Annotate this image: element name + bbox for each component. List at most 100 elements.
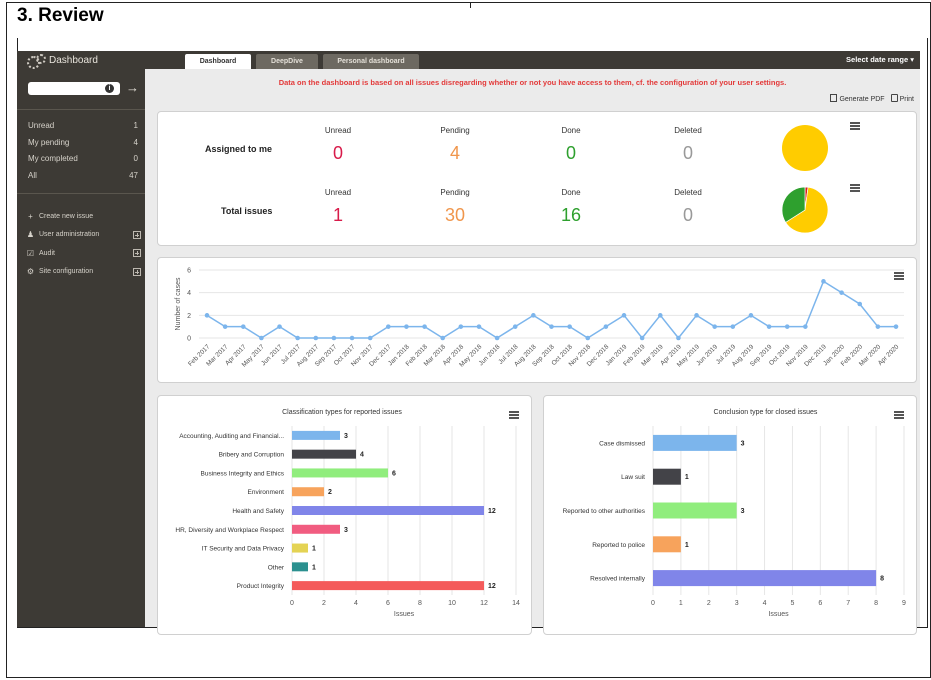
data-point bbox=[331, 335, 337, 341]
cases-line-chart-card: 0 2 4 6 Number of cases Feb 2017 Mar 2017 Apr 2… bbox=[157, 257, 917, 383]
sidebar-item-create-new-issue[interactable]: + Create new issue bbox=[26, 207, 141, 226]
sidebar-count-label: My pending bbox=[28, 137, 70, 147]
stat-value: 0 bbox=[565, 143, 576, 163]
stat-label: Deleted bbox=[674, 188, 702, 197]
data-point bbox=[512, 324, 518, 329]
expand-icon[interactable] bbox=[133, 230, 141, 239]
x-tick-label: 14 bbox=[512, 600, 520, 607]
x-tick-label: 2 bbox=[322, 600, 326, 607]
sidebar-count-all[interactable]: All 47 bbox=[28, 171, 138, 188]
data-point bbox=[639, 335, 645, 341]
print-button[interactable]: Print bbox=[890, 94, 914, 103]
sidebar-item-label: User administration bbox=[39, 231, 100, 239]
stat-value: 16 bbox=[560, 205, 582, 225]
sidebar-title: Dashboard bbox=[49, 54, 98, 66]
bar bbox=[292, 581, 484, 591]
data-point bbox=[277, 324, 282, 329]
menu-icon[interactable] bbox=[894, 411, 904, 419]
sidebar-item-audit[interactable]: ☑ Audit bbox=[26, 244, 141, 263]
data-label: 1 bbox=[312, 564, 316, 571]
gear-icon: ⚙ bbox=[26, 267, 35, 277]
menu-icon[interactable] bbox=[850, 122, 860, 130]
data-label: 12 bbox=[488, 583, 496, 590]
sidebar-divider bbox=[17, 193, 145, 194]
bar bbox=[292, 468, 388, 478]
category-label: Environment bbox=[248, 489, 285, 496]
generate-pdf-button[interactable]: Generate PDF bbox=[830, 94, 885, 103]
top-bar: Dashboard DeepDive Personal dashboard Se… bbox=[145, 51, 920, 69]
sidebar: Dashboard i → Unread 1 My pending 4 My compl… bbox=[17, 51, 145, 627]
section-title: 3. Review bbox=[17, 5, 104, 26]
data-point bbox=[494, 335, 500, 341]
pie-chart-assigned[interactable] bbox=[781, 124, 829, 172]
sidebar-count-my-pending[interactable]: My pending 4 bbox=[28, 138, 138, 155]
bar bbox=[292, 543, 308, 553]
date-range-select[interactable]: Select date range ▾ bbox=[846, 55, 914, 64]
sidebar-count-unread[interactable]: Unread 1 bbox=[28, 121, 138, 138]
sidebar-count-value: 1 bbox=[133, 121, 138, 130]
category-label: Resolved internally bbox=[590, 576, 646, 583]
generate-pdf-label: Generate PDF bbox=[839, 96, 885, 103]
bar bbox=[292, 562, 308, 572]
sidebar-count-my-completed[interactable]: My completed 0 bbox=[28, 154, 138, 171]
data-label: 12 bbox=[488, 508, 496, 515]
data-label: 1 bbox=[685, 542, 689, 549]
data-point bbox=[440, 335, 446, 341]
data-point bbox=[458, 324, 464, 329]
data-point bbox=[857, 301, 863, 307]
data-point bbox=[567, 324, 572, 329]
category-label: Accounting, Auditing and Financial... bbox=[179, 433, 284, 440]
stat-value: 4 bbox=[449, 143, 460, 163]
menu-icon[interactable] bbox=[894, 272, 904, 280]
x-tick-label: 4 bbox=[354, 600, 358, 607]
tab-personal-dashboard[interactable]: Personal dashboard bbox=[323, 54, 419, 69]
category-label: Case dismissed bbox=[599, 440, 645, 447]
menu-icon[interactable] bbox=[509, 411, 519, 419]
info-icon[interactable]: i bbox=[105, 84, 114, 93]
data-point bbox=[603, 324, 609, 329]
category-label: HR, Diversity and Workplace Respect bbox=[175, 527, 284, 534]
data-label: 8 bbox=[880, 576, 884, 583]
data-point bbox=[821, 279, 826, 284]
sidebar-item-label: Site configuration bbox=[39, 268, 94, 276]
data-label: 2 bbox=[328, 489, 332, 496]
search-input[interactable]: i bbox=[28, 82, 120, 95]
data-point bbox=[730, 324, 736, 329]
sidebar-header[interactable]: Dashboard bbox=[17, 51, 145, 69]
data-point bbox=[875, 324, 881, 329]
print-label: Print bbox=[899, 96, 914, 103]
x-axis-label: Issues bbox=[768, 611, 789, 618]
x-tick-label: 10 bbox=[448, 600, 456, 607]
series-line bbox=[206, 280, 896, 340]
expand-icon[interactable] bbox=[133, 267, 141, 276]
data-point bbox=[259, 335, 264, 341]
bar bbox=[292, 524, 340, 534]
user-icon: ♟ bbox=[26, 230, 35, 240]
category-label: Health and Safety bbox=[232, 508, 284, 515]
expand-icon[interactable] bbox=[133, 249, 141, 258]
data-label: 3 bbox=[344, 527, 348, 534]
sidebar-item-site-configuration[interactable]: ⚙ Site configuration bbox=[26, 263, 141, 282]
chart-title: Classification types for reported issues bbox=[282, 409, 402, 416]
data-point bbox=[349, 335, 355, 341]
gears-icon bbox=[27, 54, 46, 69]
stat-label: Unread bbox=[324, 188, 352, 197]
main-content: Data on the dashboard is based on all is… bbox=[145, 69, 920, 635]
tab-dashboard[interactable]: Dashboard bbox=[185, 54, 251, 69]
summary-card: Assigned to me Total issues Unread Pendi… bbox=[157, 111, 917, 246]
pie-chart-total[interactable] bbox=[781, 186, 829, 234]
data-label: 6 bbox=[392, 470, 396, 477]
classification-bar-chart: Classification types for reported issues… bbox=[175, 409, 520, 618]
data-label: 4 bbox=[360, 452, 364, 459]
menu-icon[interactable] bbox=[850, 184, 860, 192]
x-tick-label: 0 bbox=[290, 600, 294, 607]
pie-slice bbox=[785, 186, 829, 234]
x-tick-label: 3 bbox=[735, 600, 739, 607]
arrow-right-icon[interactable]: → bbox=[126, 80, 139, 95]
row-title-total: Total issues bbox=[221, 206, 273, 216]
sidebar-item-user-administration[interactable]: ♟ User administration bbox=[26, 226, 141, 245]
tab-deepdive[interactable]: DeepDive bbox=[256, 54, 318, 69]
stat-label: Done bbox=[561, 126, 581, 135]
category-label: IT Security and Data Privacy bbox=[202, 546, 285, 553]
